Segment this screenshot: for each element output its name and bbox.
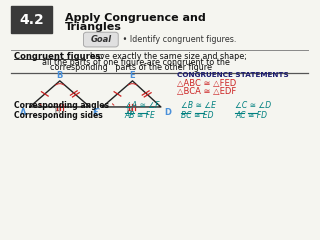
Text: ∠A ≅ ∠F: ∠A ≅ ∠F (124, 101, 159, 110)
Text: • Identify congruent figures.: • Identify congruent figures. (120, 35, 236, 44)
Text: have exactly the same size and shape;: have exactly the same size and shape; (85, 52, 247, 61)
Text: Congruent figures:: Congruent figures: (14, 52, 104, 61)
Text: AB ≅ FE: AB ≅ FE (124, 111, 156, 120)
Text: △BCA ≅ △EDF: △BCA ≅ △EDF (177, 87, 236, 96)
Text: 4.2: 4.2 (19, 13, 44, 27)
Text: D: D (164, 108, 171, 117)
Text: B: B (57, 71, 63, 80)
Text: A: A (20, 108, 26, 117)
Text: E: E (130, 71, 135, 80)
Text: H: H (54, 108, 59, 114)
Text: C: C (94, 108, 100, 117)
Text: BC ≅ ED: BC ≅ ED (181, 111, 214, 120)
FancyBboxPatch shape (84, 32, 118, 47)
Text: H: H (126, 108, 131, 114)
Text: F: F (93, 108, 98, 117)
Text: △ABC ≅ △FED: △ABC ≅ △FED (177, 79, 236, 88)
Text: Corresponding angles: Corresponding angles (14, 101, 109, 110)
Text: Apply Congruence and: Apply Congruence and (65, 13, 205, 23)
Text: Corresponding sides: Corresponding sides (14, 111, 103, 120)
Text: all the parts of one figure are congruent to the: all the parts of one figure are congruen… (43, 58, 230, 67)
Text: ∠C ≅ ∠D: ∠C ≅ ∠D (235, 101, 271, 110)
Text: Goal: Goal (90, 35, 111, 44)
Text: ∠B ≅ ∠E: ∠B ≅ ∠E (181, 101, 216, 110)
Text: CONGRUENCE STATEMENTS: CONGRUENCE STATEMENTS (177, 72, 288, 78)
FancyBboxPatch shape (11, 6, 52, 33)
Text: Triangles: Triangles (65, 22, 121, 32)
Text: AC ≅ FD: AC ≅ FD (235, 111, 267, 120)
Text: corresponding   parts of the other figure: corresponding parts of the other figure (50, 63, 212, 72)
